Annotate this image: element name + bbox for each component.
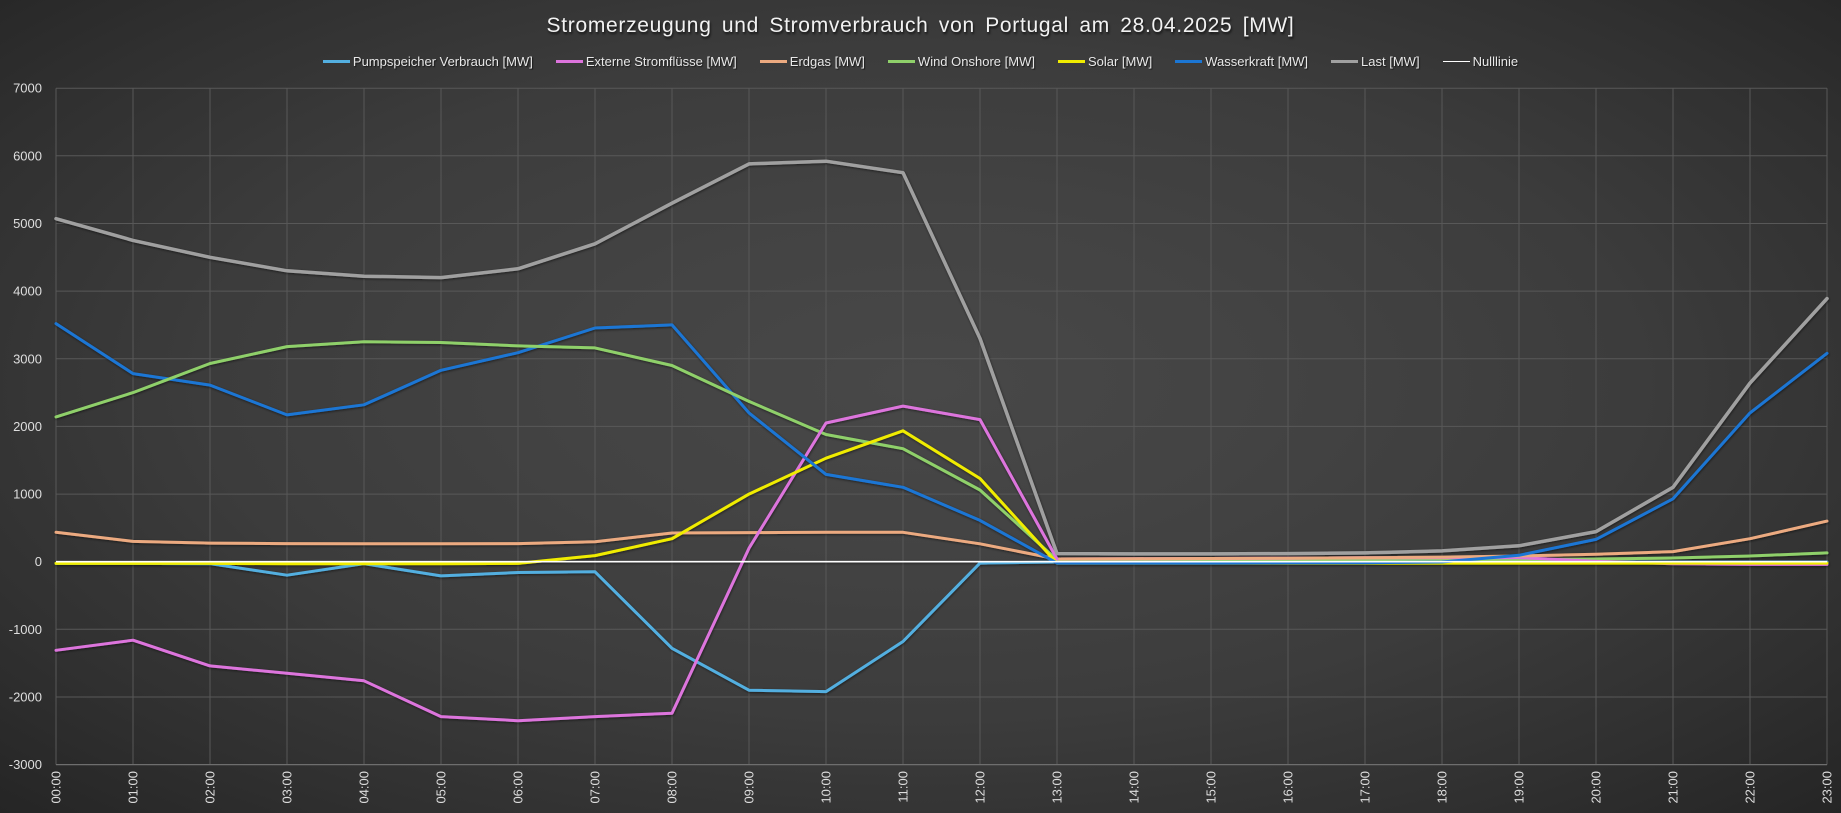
svg-text:05:00: 05:00 xyxy=(434,771,449,804)
svg-text:12:00: 12:00 xyxy=(973,771,988,804)
svg-text:20:00: 20:00 xyxy=(1589,771,1604,804)
svg-text:03:00: 03:00 xyxy=(280,771,295,804)
svg-text:15:00: 15:00 xyxy=(1204,771,1219,804)
svg-text:-3000: -3000 xyxy=(9,757,42,772)
svg-text:10:00: 10:00 xyxy=(819,771,834,804)
svg-text:6000: 6000 xyxy=(13,148,42,163)
svg-text:-1000: -1000 xyxy=(9,622,42,637)
svg-text:02:00: 02:00 xyxy=(203,771,218,804)
svg-text:14:00: 14:00 xyxy=(1127,771,1142,804)
svg-text:18:00: 18:00 xyxy=(1435,771,1450,804)
svg-text:07:00: 07:00 xyxy=(588,771,603,804)
svg-text:3000: 3000 xyxy=(13,351,42,366)
svg-text:0: 0 xyxy=(35,554,42,569)
svg-text:08:00: 08:00 xyxy=(665,771,680,804)
svg-text:11:00: 11:00 xyxy=(896,771,911,803)
svg-text:22:00: 22:00 xyxy=(1743,771,1758,804)
svg-text:7000: 7000 xyxy=(13,81,42,96)
svg-text:01:00: 01:00 xyxy=(126,771,141,804)
svg-text:13:00: 13:00 xyxy=(1050,771,1065,804)
svg-text:19:00: 19:00 xyxy=(1512,771,1527,804)
svg-text:1000: 1000 xyxy=(13,487,42,502)
svg-text:17:00: 17:00 xyxy=(1358,771,1373,804)
svg-text:00:00: 00:00 xyxy=(49,771,64,804)
svg-text:09:00: 09:00 xyxy=(742,771,757,804)
svg-text:5000: 5000 xyxy=(13,216,42,231)
svg-text:23:00: 23:00 xyxy=(1820,771,1835,804)
svg-text:06:00: 06:00 xyxy=(511,771,526,804)
svg-text:04:00: 04:00 xyxy=(357,771,372,804)
svg-text:-2000: -2000 xyxy=(9,690,42,705)
svg-text:21:00: 21:00 xyxy=(1666,771,1681,804)
svg-text:2000: 2000 xyxy=(13,419,42,434)
svg-text:16:00: 16:00 xyxy=(1281,771,1296,804)
svg-text:4000: 4000 xyxy=(13,284,42,299)
